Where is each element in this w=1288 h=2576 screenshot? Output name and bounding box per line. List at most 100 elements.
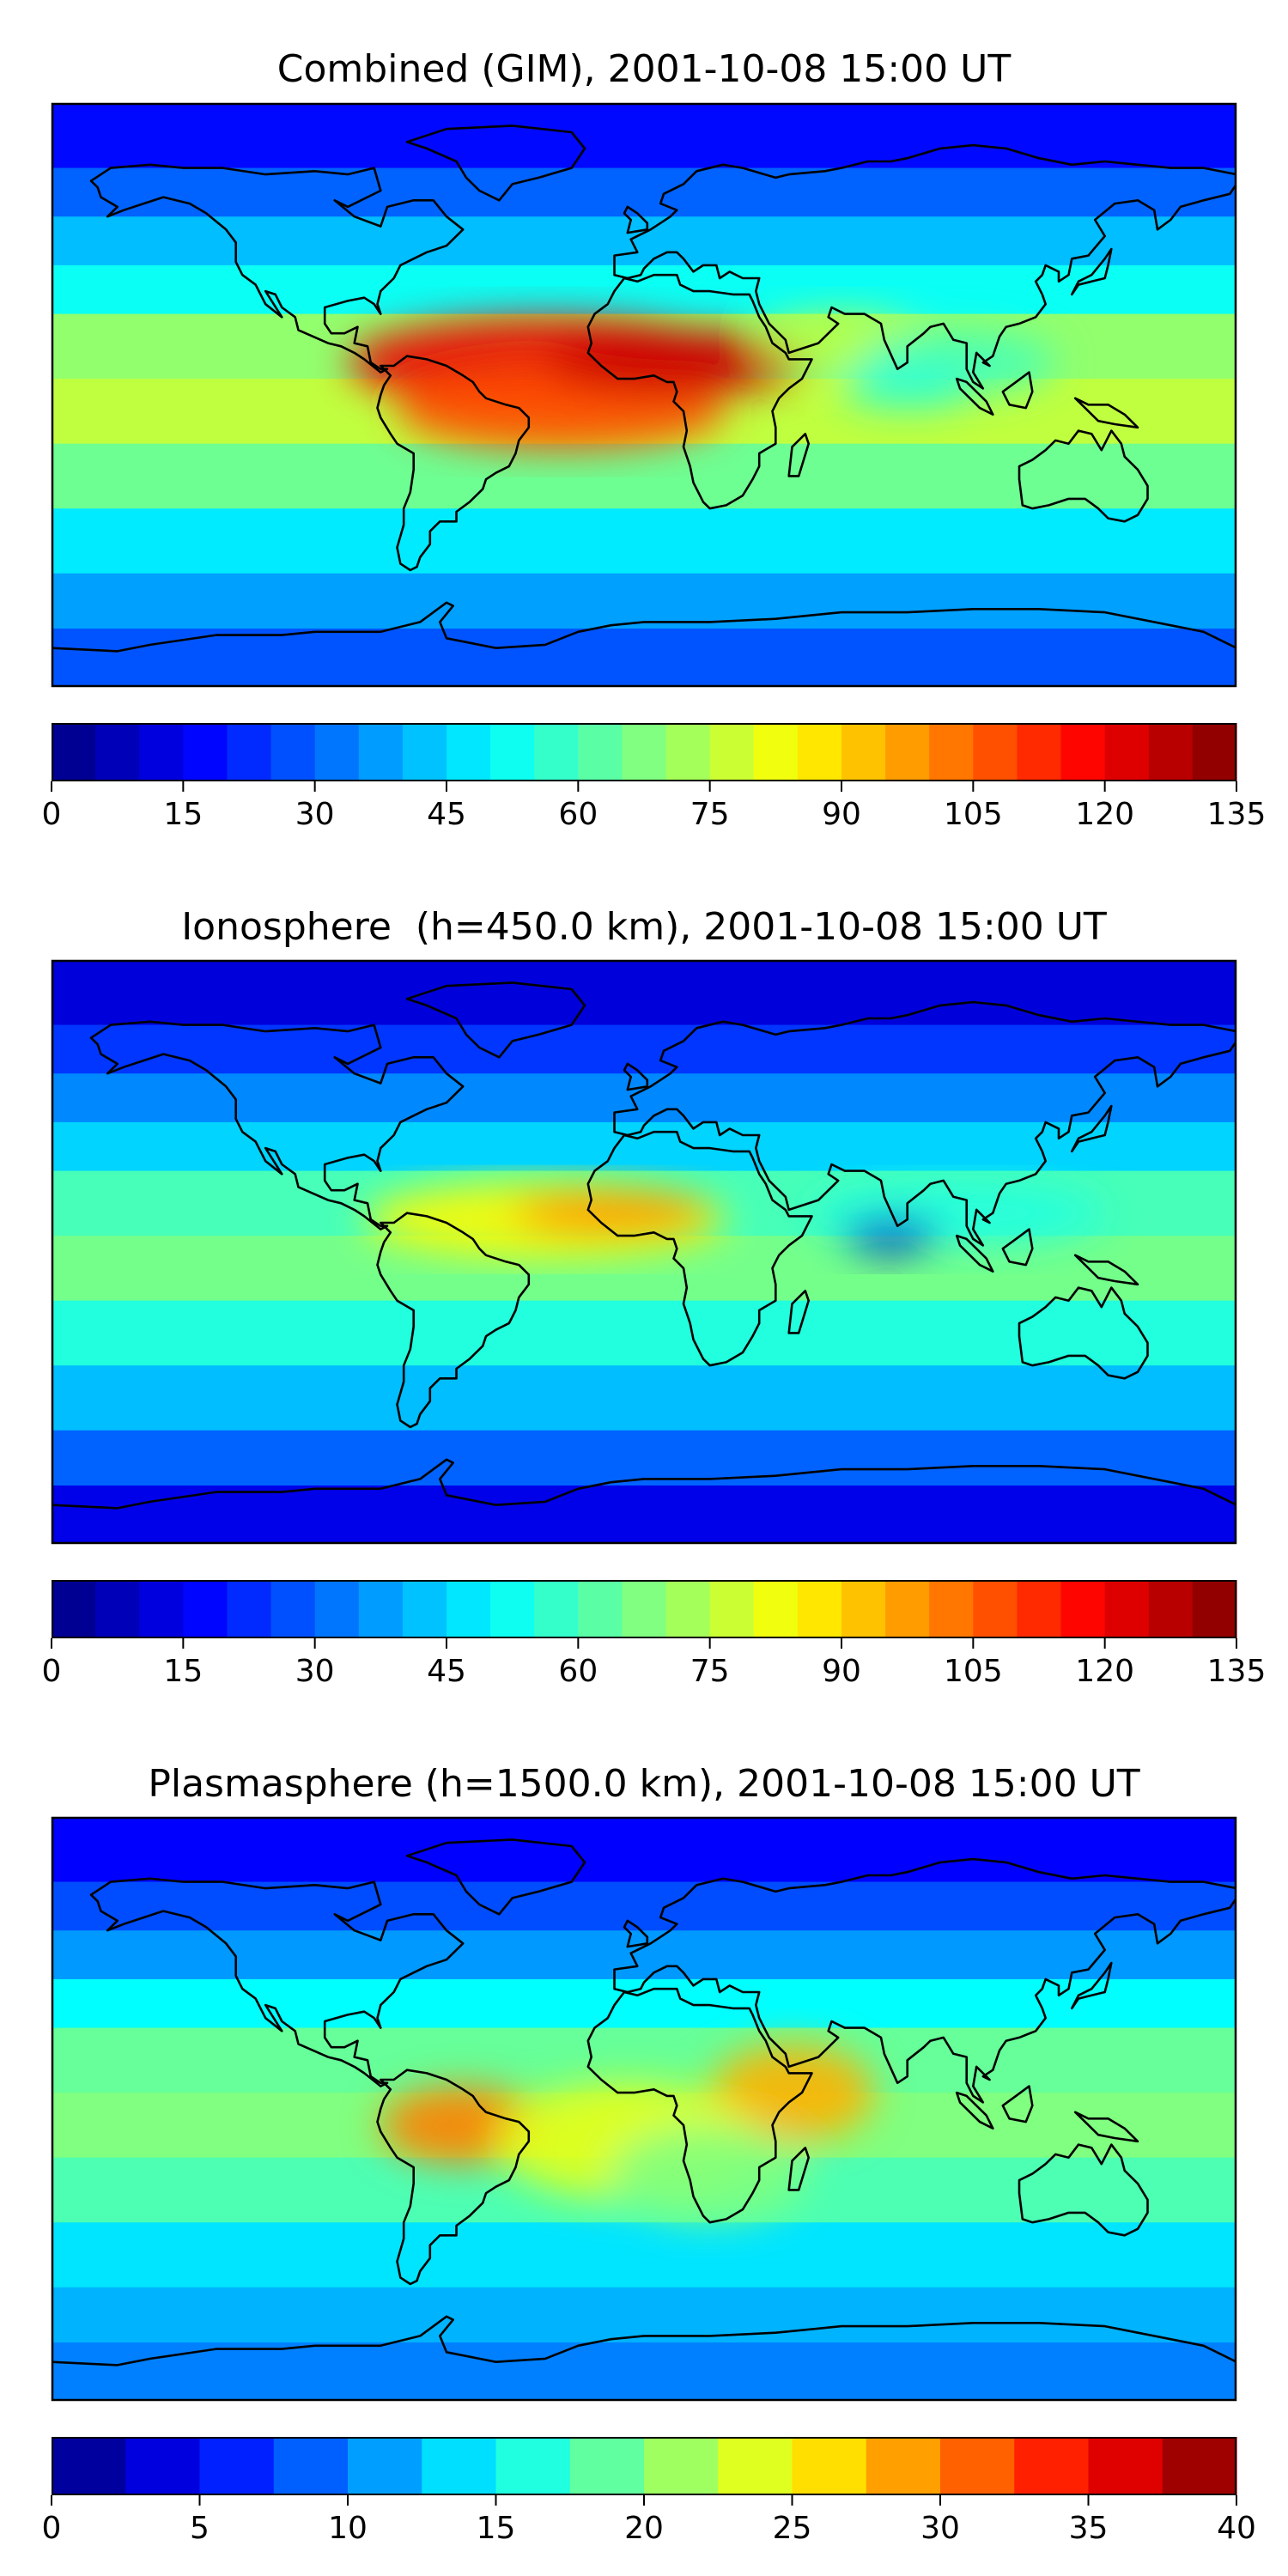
colorbar-frame xyxy=(52,2437,1236,2495)
colorbar-frame xyxy=(52,723,1236,781)
coastline xyxy=(613,1857,1236,2104)
coastline xyxy=(52,601,1236,687)
colorbar-swatch xyxy=(358,1580,404,1638)
colorbar-frame xyxy=(52,1580,1236,1638)
colorbar-tick-label: 30 xyxy=(295,1654,335,1689)
map-frame xyxy=(51,959,1237,1545)
colorbar-tick-label: 30 xyxy=(920,2511,960,2546)
tec-band xyxy=(52,443,1236,510)
coastline xyxy=(1001,1228,1034,1267)
colorbar-swatch xyxy=(270,1580,316,1638)
tec-band xyxy=(52,1485,1236,1544)
colorbar-swatch xyxy=(578,1580,623,1638)
coastline xyxy=(623,1062,649,1091)
colorbar-swatch xyxy=(797,1580,842,1638)
colorbar-swatch xyxy=(139,723,184,781)
coastline xyxy=(787,1290,810,1334)
colorbar-swatch xyxy=(1014,2437,1090,2495)
colorbar-swatch xyxy=(534,1580,579,1638)
map-frame xyxy=(51,102,1237,688)
colorbar-swatch xyxy=(709,723,755,781)
colorbar-tick-label: 105 xyxy=(944,1654,1003,1689)
coastline xyxy=(52,1458,1236,1544)
colorbar-swatch xyxy=(183,1580,228,1638)
coastline xyxy=(586,273,813,510)
colorbar-swatch xyxy=(490,723,535,781)
colorbar-swatch xyxy=(885,723,930,781)
colorbar-swatch xyxy=(95,723,140,781)
tec-hotspot xyxy=(611,2124,809,2223)
coastline xyxy=(623,1919,649,1948)
colorbar-swatch xyxy=(125,2437,201,2495)
coastline xyxy=(52,2315,1236,2401)
colorbar-swatch xyxy=(348,2437,422,2495)
colorbar-tick-label: 30 xyxy=(295,797,335,832)
tec-band xyxy=(52,1881,1236,1932)
coastline xyxy=(1071,1961,1113,2010)
colorbar-swatch xyxy=(183,723,228,781)
colorbar-swatch xyxy=(973,1580,1018,1638)
coastline xyxy=(376,355,531,572)
tec-hotspot xyxy=(545,330,809,395)
coastline xyxy=(1073,1254,1139,1286)
colorbar-swatch xyxy=(402,1580,447,1638)
colorbar-tick-label: 120 xyxy=(1075,797,1134,832)
colorbar-swatch xyxy=(929,723,974,781)
colorbar-swatch xyxy=(1148,723,1194,781)
colorbar-swatch xyxy=(644,2437,719,2495)
colorbar: 0 15 30 45 60 75 90 105 120 135 xyxy=(42,1580,1266,1689)
coastline xyxy=(1018,2143,1149,2237)
coastline xyxy=(1071,1104,1113,1153)
colorbar-swatch xyxy=(447,1580,491,1638)
colorbar-swatch xyxy=(718,2437,793,2495)
coastline xyxy=(405,981,586,1059)
map-frame xyxy=(51,1816,1237,2402)
coastline xyxy=(89,1020,465,1230)
colorbar-swatch xyxy=(753,723,799,781)
coastline xyxy=(1018,1286,1149,1380)
colorbar-swatch xyxy=(227,1580,272,1638)
colorbar-tick-label: 25 xyxy=(773,2511,812,2546)
colorbar-swatch xyxy=(199,2437,275,2495)
colorbar-tick-label: 135 xyxy=(1207,1654,1267,1689)
tec-band xyxy=(52,1430,1236,1486)
colorbar-swatch xyxy=(534,723,579,781)
colorbar-swatch xyxy=(139,1580,184,1638)
tec-band xyxy=(52,629,1236,687)
colorbar-swatch xyxy=(227,723,272,781)
colorbar-swatch xyxy=(1162,2437,1237,2495)
colorbar-swatch xyxy=(841,723,886,781)
tec-map xyxy=(51,102,1237,688)
colorbar-swatch xyxy=(792,2437,867,2495)
coastline xyxy=(1001,371,1034,410)
coastline xyxy=(1073,2111,1139,2143)
colorbar-tick-label: 5 xyxy=(190,2511,210,2546)
coastline xyxy=(955,1234,994,1273)
coastline xyxy=(376,2069,531,2286)
colorbar-tick-label: 15 xyxy=(163,797,203,832)
colorbar-swatch xyxy=(52,723,96,781)
colorbar-swatch xyxy=(490,1580,535,1638)
coastline xyxy=(405,1838,586,1916)
tec-band xyxy=(52,1817,1236,1883)
colorbar-swatch xyxy=(973,723,1018,781)
tec-hotspot xyxy=(841,1219,940,1252)
colorbar-swatch xyxy=(1192,723,1237,781)
colorbar-tick-label: 0 xyxy=(42,1654,62,1689)
coastline xyxy=(1001,2085,1034,2123)
colorbar-tick-label: 0 xyxy=(42,797,62,832)
colorbar-swatch xyxy=(52,1580,96,1638)
coastline xyxy=(405,125,586,202)
colorbar-swatch xyxy=(885,1580,930,1638)
colorbar-tick-label: 45 xyxy=(427,1654,466,1689)
colorbar-tick-label: 75 xyxy=(690,797,730,832)
colorbar-swatch xyxy=(841,1580,886,1638)
tec-map xyxy=(51,1816,1237,2402)
coastline xyxy=(586,1987,813,2224)
colorbar-swatch xyxy=(358,723,404,781)
colorbar-swatch xyxy=(314,723,360,781)
coastline xyxy=(787,2147,810,2191)
colorbar-swatch xyxy=(622,1580,667,1638)
colorbar-swatch xyxy=(1104,723,1150,781)
colorbar-swatch xyxy=(273,2437,349,2495)
